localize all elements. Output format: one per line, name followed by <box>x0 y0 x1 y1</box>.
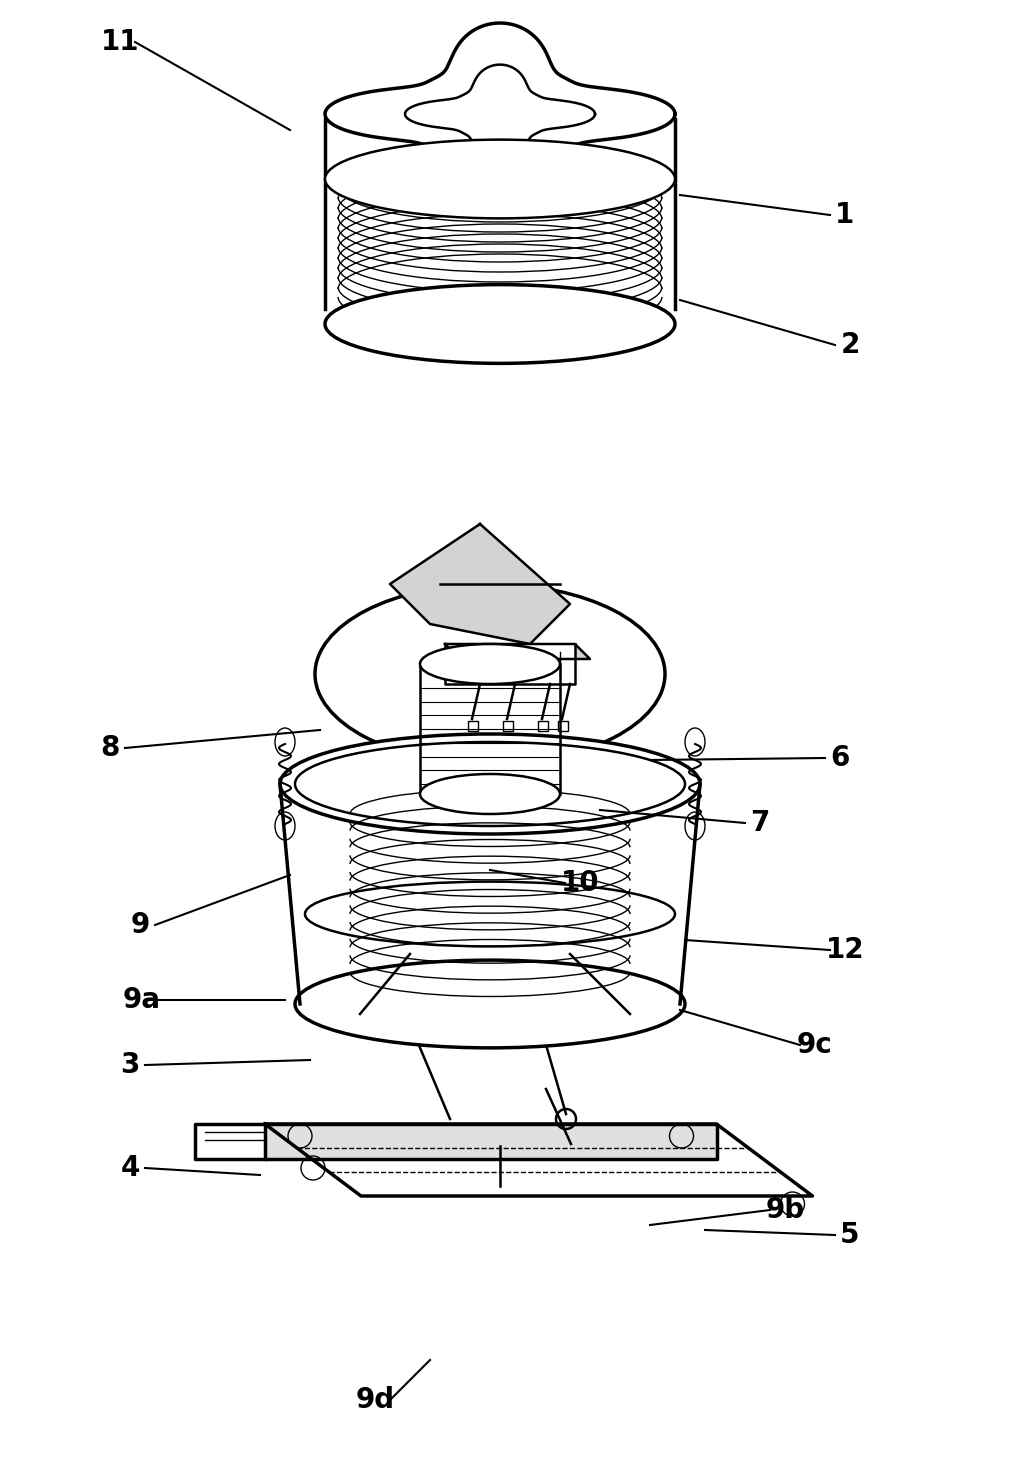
Text: 12: 12 <box>826 936 864 965</box>
Ellipse shape <box>295 742 685 827</box>
Text: 11: 11 <box>100 28 139 56</box>
Text: 7: 7 <box>750 809 769 837</box>
Ellipse shape <box>325 285 675 364</box>
Text: 10: 10 <box>561 870 599 896</box>
Ellipse shape <box>420 775 560 815</box>
Text: 9: 9 <box>130 911 149 939</box>
Polygon shape <box>445 644 590 659</box>
Text: 9a: 9a <box>123 985 161 1014</box>
Ellipse shape <box>295 960 685 1048</box>
Ellipse shape <box>280 735 700 834</box>
Text: 2: 2 <box>840 331 859 359</box>
Ellipse shape <box>315 585 665 764</box>
Text: 9d: 9d <box>355 1386 395 1414</box>
Bar <box>558 721 568 732</box>
Polygon shape <box>445 644 575 684</box>
Polygon shape <box>265 1123 812 1196</box>
Bar <box>468 721 478 732</box>
Text: 8: 8 <box>100 735 120 761</box>
Polygon shape <box>195 1123 265 1159</box>
Bar <box>503 721 513 732</box>
Text: 9c: 9c <box>797 1031 833 1060</box>
Bar <box>538 721 548 732</box>
Polygon shape <box>265 1123 716 1159</box>
Text: 6: 6 <box>831 743 850 772</box>
Text: 4: 4 <box>121 1155 140 1181</box>
Ellipse shape <box>420 644 560 684</box>
Polygon shape <box>390 524 570 644</box>
Text: 5: 5 <box>840 1221 859 1250</box>
Text: 3: 3 <box>121 1051 140 1079</box>
Text: 1: 1 <box>836 200 854 229</box>
Text: 9b: 9b <box>765 1196 804 1224</box>
Ellipse shape <box>325 139 675 218</box>
